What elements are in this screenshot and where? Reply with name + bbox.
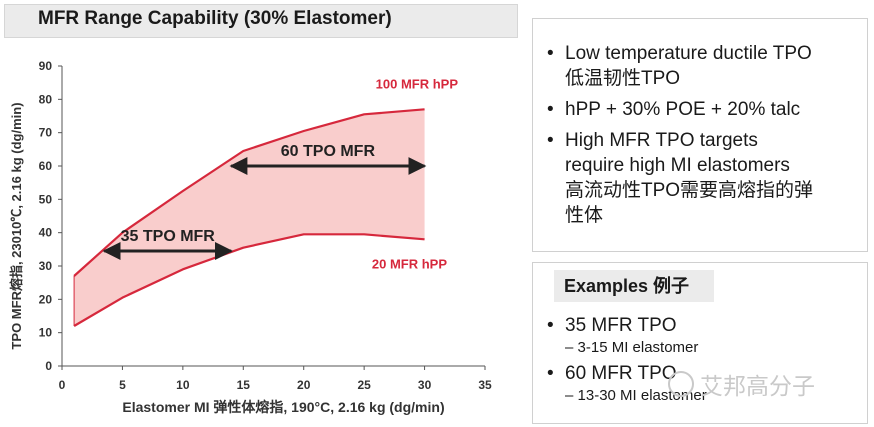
series-label: 20 MFR hPP xyxy=(372,257,447,272)
y-tick-label: 90 xyxy=(39,59,53,73)
y-tick-label: 20 xyxy=(39,292,53,306)
x-tick-label: 25 xyxy=(357,378,371,392)
y-tick-label: 80 xyxy=(39,92,53,106)
watermark: 艾邦高分子 xyxy=(668,367,815,401)
y-tick-label: 40 xyxy=(39,226,53,240)
x-tick-label: 0 xyxy=(59,378,66,392)
y-tick-label: 50 xyxy=(39,192,53,206)
example-sub-35: – 3-15 MI elastomer xyxy=(565,339,699,356)
watermark-text: 艾邦高分子 xyxy=(700,373,815,399)
x-tick-label: 20 xyxy=(297,378,311,392)
example-item-60: 60 MFR TPO xyxy=(543,361,863,386)
y-tick-label: 70 xyxy=(39,126,53,140)
x-tick-label: 35 xyxy=(478,378,492,392)
x-tick-label: 15 xyxy=(237,378,251,392)
y-tick-label: 30 xyxy=(39,259,53,273)
y-tick-label: 0 xyxy=(45,359,52,373)
x-tick-label: 5 xyxy=(119,378,126,392)
x-tick-label: 10 xyxy=(176,378,190,392)
y-axis-label: TPO MFR熔指, 23010℃, 2.16 kg (dg/min) xyxy=(9,102,24,349)
examples-header: Examples 例子 xyxy=(554,270,714,302)
x-axis-label: Elastomer MI 弹性体熔指, 190°C, 2.16 kg (dg/m… xyxy=(122,399,444,415)
example-item-35: 35 MFR TPO xyxy=(543,313,863,338)
x-tick-label: 30 xyxy=(418,378,432,392)
series-label: 100 MFR hPP xyxy=(376,77,459,92)
wechat-logo-icon xyxy=(668,371,694,397)
chart-title: MFR Range Capability (30% Elastomer) xyxy=(38,8,392,29)
bullet-formulation: hPP + 30% POE + 20% talc xyxy=(543,97,863,122)
series-line xyxy=(73,108,425,277)
range-band xyxy=(74,109,425,326)
mfr-chart: 0 10 20 30 40 50 60 70 80 90 0 5 10 15 20 25 30 35 100 MFR… xyxy=(9,59,492,415)
chart-title-box xyxy=(4,4,518,38)
annotation-label: 35 TPO MFR xyxy=(121,228,216,245)
series-line xyxy=(73,233,425,327)
y-tick-label: 60 xyxy=(39,159,53,173)
y-tick-label: 10 xyxy=(39,326,53,340)
annotation-label: 60 TPO MFR xyxy=(281,143,376,160)
